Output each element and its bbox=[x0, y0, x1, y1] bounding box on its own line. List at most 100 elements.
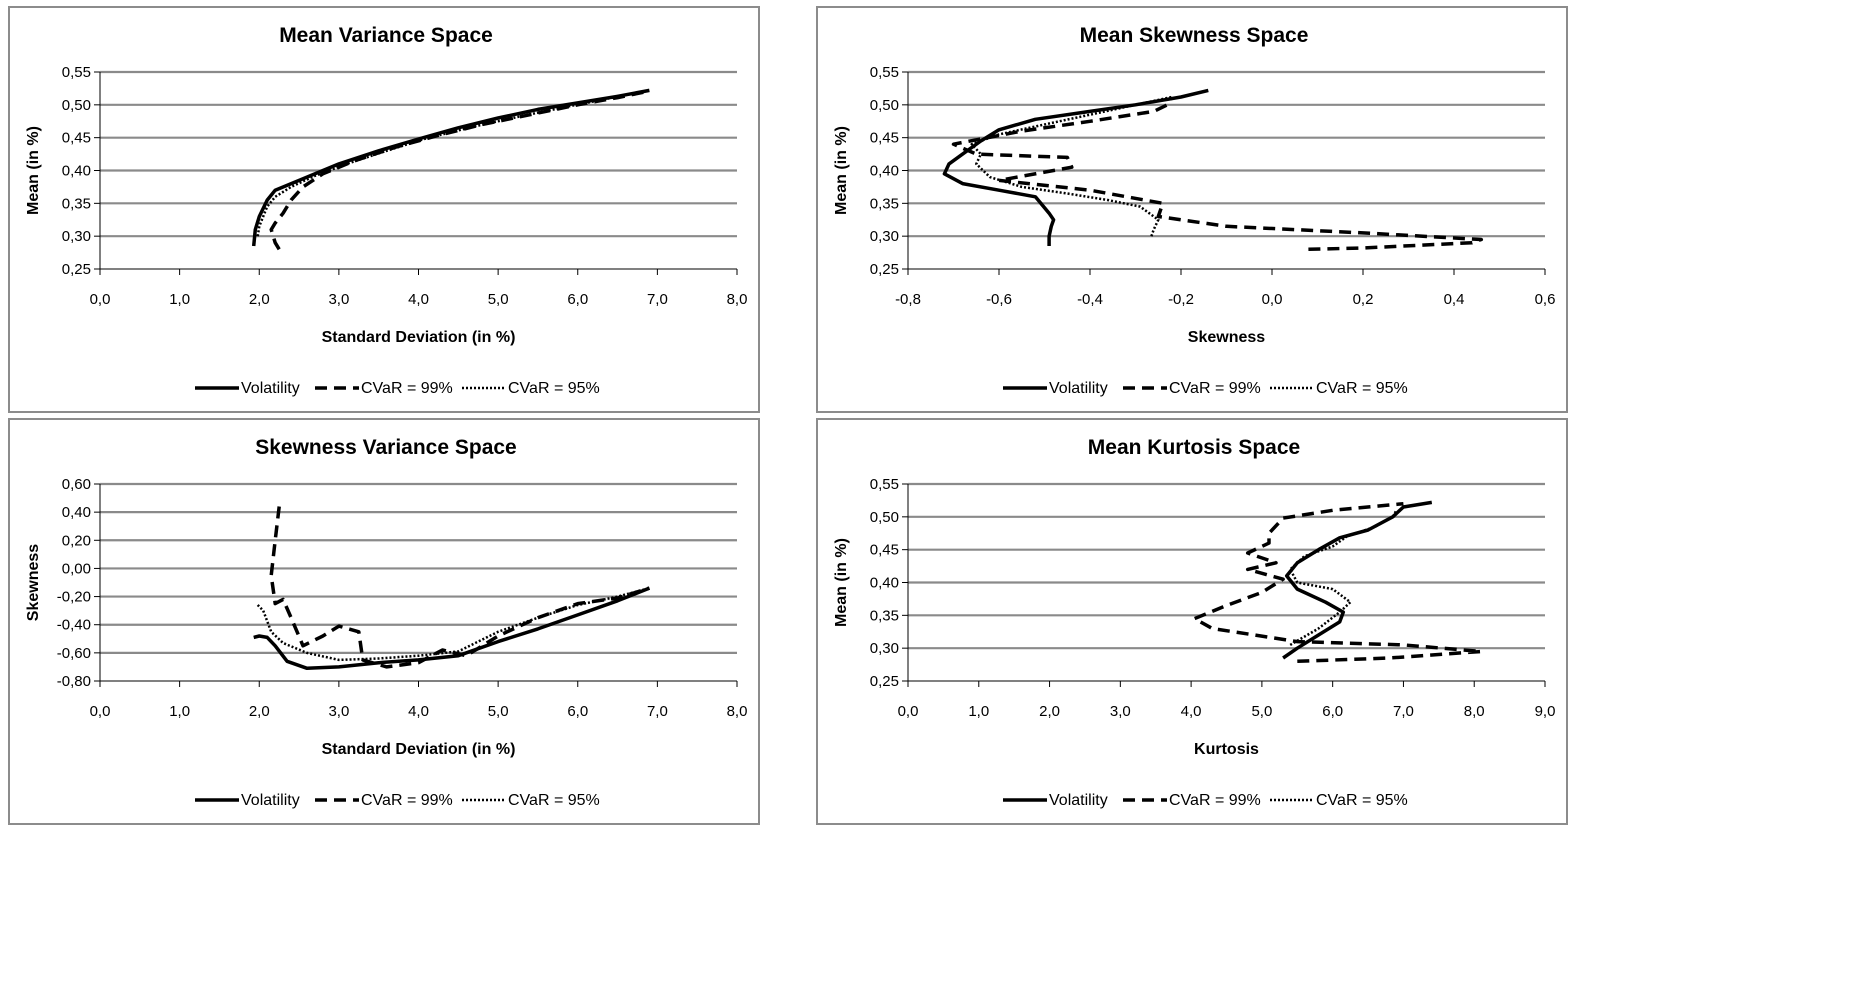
x-tick-label: 8,0 bbox=[727, 703, 748, 720]
y-axis-label: Mean (in %) bbox=[833, 126, 850, 215]
series-line-dashed bbox=[951, 96, 1484, 252]
legend-label: Volatility bbox=[241, 792, 300, 809]
y-axis-label: Mean (in %) bbox=[25, 126, 42, 215]
series-line-solid bbox=[253, 586, 651, 671]
x-tick-label: 7,0 bbox=[647, 291, 668, 308]
legend-label: CVaR = 95% bbox=[508, 792, 600, 809]
x-tick-label: 2,0 bbox=[1039, 703, 1060, 720]
series-line-dotted bbox=[1288, 509, 1398, 646]
x-axis-label: Standard Deviation (in %) bbox=[322, 329, 516, 346]
legend-label: CVaR = 99% bbox=[1169, 380, 1261, 397]
legend-label: Volatility bbox=[241, 380, 300, 397]
series-line-dashed bbox=[269, 506, 650, 669]
x-tick-label: 0,4 bbox=[1444, 291, 1465, 308]
x-tick-label: 5,0 bbox=[1251, 703, 1272, 720]
y-tick-label: 0,60 bbox=[62, 476, 91, 493]
series-line-solid bbox=[251, 88, 650, 247]
y-tick-label: 0,35 bbox=[870, 195, 899, 212]
chart-title: Mean Skewness Space bbox=[1080, 24, 1309, 47]
y-tick-label: 0,30 bbox=[870, 640, 899, 657]
chart-svg-mean-skewness: Mean Skewness Space 0,25 0,30 0,35 0,40 0,45 0… bbox=[833, 24, 1556, 397]
y-tick-label: -0,40 bbox=[57, 617, 91, 634]
x-tick-label: 7,0 bbox=[647, 703, 668, 720]
legend-label: CVaR = 99% bbox=[361, 380, 453, 397]
x-tick-label: 2,0 bbox=[249, 291, 270, 308]
x-tick-label: -0,8 bbox=[895, 291, 921, 308]
y-tick-label: 0,30 bbox=[62, 228, 91, 245]
chart-svg-mean-kurtosis: Mean Kurtosis Space 0,25 0,30 0,35 0,40 0,45 0… bbox=[833, 436, 1555, 809]
x-tick-label: 3,0 bbox=[328, 291, 349, 308]
x-tick-label: -0,2 bbox=[1168, 291, 1194, 308]
chart-panel-skewness-variance: Skewness Variance Space -0,80 -0,60 -0,40 -0… bbox=[8, 418, 760, 825]
y-tick-label: 0,50 bbox=[870, 509, 899, 526]
y-tick-label: -0,20 bbox=[57, 589, 91, 606]
chart-panel-mean-variance: Mean Variance Space 0,25 0,30 0,35 0,40 0,45 0… bbox=[8, 6, 760, 413]
x-tick-label: 5,0 bbox=[488, 703, 509, 720]
x-tick-label: 2,0 bbox=[249, 703, 270, 720]
legend-label: CVaR = 95% bbox=[1316, 792, 1408, 809]
x-tick-label: -0,4 bbox=[1077, 291, 1103, 308]
y-tick-label: 0,40 bbox=[62, 163, 91, 180]
x-tick-label: 1,0 bbox=[169, 703, 190, 720]
legend-label: CVaR = 99% bbox=[1169, 792, 1261, 809]
x-tick-label: 6,0 bbox=[567, 291, 588, 308]
x-tick-label: 1,0 bbox=[169, 291, 190, 308]
series-line-dashed bbox=[1192, 501, 1484, 664]
y-tick-label: 0,45 bbox=[870, 542, 899, 559]
x-tick-label: 1,0 bbox=[968, 703, 989, 720]
chart-title: Mean Kurtosis Space bbox=[1088, 436, 1300, 459]
x-tick-label: 4,0 bbox=[408, 703, 429, 720]
chart-title: Mean Variance Space bbox=[279, 24, 493, 47]
x-tick-label: 0,2 bbox=[1353, 291, 1374, 308]
y-tick-label: 0,25 bbox=[870, 261, 899, 278]
x-tick-label: 0,0 bbox=[90, 291, 111, 308]
y-tick-label: 0,55 bbox=[870, 476, 899, 493]
series-line-dotted bbox=[256, 89, 650, 237]
chart-title: Skewness Variance Space bbox=[255, 436, 517, 459]
y-tick-label: 0,35 bbox=[870, 607, 899, 624]
x-tick-label: 5,0 bbox=[488, 291, 509, 308]
y-tick-label: 0,40 bbox=[62, 504, 91, 521]
y-tick-label: -0,60 bbox=[57, 645, 91, 662]
y-tick-label: 0,50 bbox=[870, 97, 899, 114]
x-tick-label: 0,0 bbox=[1262, 291, 1283, 308]
series-line-dotted bbox=[256, 586, 650, 662]
legend-label: CVaR = 95% bbox=[1316, 380, 1408, 397]
series-line-dashed bbox=[269, 89, 650, 251]
y-tick-label: 0,45 bbox=[62, 130, 91, 147]
series-line-dotted bbox=[970, 95, 1173, 237]
legend-label: CVaR = 95% bbox=[508, 380, 600, 397]
x-axis-label: Standard Deviation (in %) bbox=[322, 741, 516, 758]
y-axis-label: Skewness bbox=[25, 544, 42, 621]
x-axis-label: Skewness bbox=[1188, 329, 1265, 346]
y-tick-label: 0,40 bbox=[870, 163, 899, 180]
x-tick-label: 8,0 bbox=[1464, 703, 1485, 720]
x-tick-label: 3,0 bbox=[1110, 703, 1131, 720]
x-tick-label: -0,6 bbox=[986, 291, 1012, 308]
x-axis-label: Kurtosis bbox=[1194, 741, 1259, 758]
chart-panel-mean-skewness: Mean Skewness Space 0,25 0,30 0,35 0,40 0,45 0… bbox=[816, 6, 1568, 413]
y-tick-label: 0,55 bbox=[870, 64, 899, 81]
legend-label: Volatility bbox=[1049, 380, 1108, 397]
y-tick-label: 0,25 bbox=[870, 673, 899, 690]
y-axis-label: Mean (in %) bbox=[833, 538, 850, 627]
chart-svg-mean-variance: Mean Variance Space 0,25 0,30 0,35 0,40 0,45 0… bbox=[25, 24, 747, 397]
y-tick-label: -0,80 bbox=[57, 673, 91, 690]
legend-label: CVaR = 99% bbox=[361, 792, 453, 809]
y-tick-label: 0,35 bbox=[62, 195, 91, 212]
y-tick-label: 0,50 bbox=[62, 97, 91, 114]
y-tick-label: 0,25 bbox=[62, 261, 91, 278]
x-tick-label: 0,0 bbox=[90, 703, 111, 720]
legend-label: Volatility bbox=[1049, 792, 1108, 809]
chart-panel-mean-kurtosis: Mean Kurtosis Space 0,25 0,30 0,35 0,40 0,45 0… bbox=[816, 418, 1568, 825]
y-tick-label: 0,40 bbox=[870, 575, 899, 592]
y-tick-label: 0,00 bbox=[62, 560, 91, 577]
x-tick-label: 4,0 bbox=[1181, 703, 1202, 720]
x-tick-label: 6,0 bbox=[1322, 703, 1343, 720]
y-tick-label: 0,30 bbox=[870, 228, 899, 245]
x-tick-label: 6,0 bbox=[567, 703, 588, 720]
chart-svg-skewness-variance: Skewness Variance Space -0,80 -0,60 -0,40 -0… bbox=[25, 436, 748, 809]
y-tick-label: 0,55 bbox=[62, 64, 91, 81]
series-line-solid bbox=[942, 88, 1209, 246]
x-tick-label: 0,6 bbox=[1535, 291, 1556, 308]
